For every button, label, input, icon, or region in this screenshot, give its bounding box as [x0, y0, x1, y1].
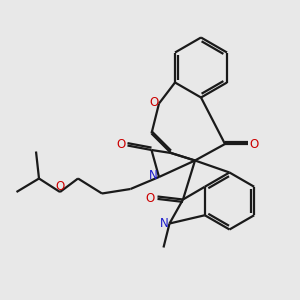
Text: O: O	[146, 191, 154, 205]
Text: N: N	[148, 169, 158, 182]
Text: O: O	[250, 137, 259, 151]
Text: N: N	[160, 217, 169, 230]
Text: O: O	[116, 137, 125, 151]
Text: O: O	[56, 179, 64, 193]
Text: O: O	[149, 95, 158, 109]
